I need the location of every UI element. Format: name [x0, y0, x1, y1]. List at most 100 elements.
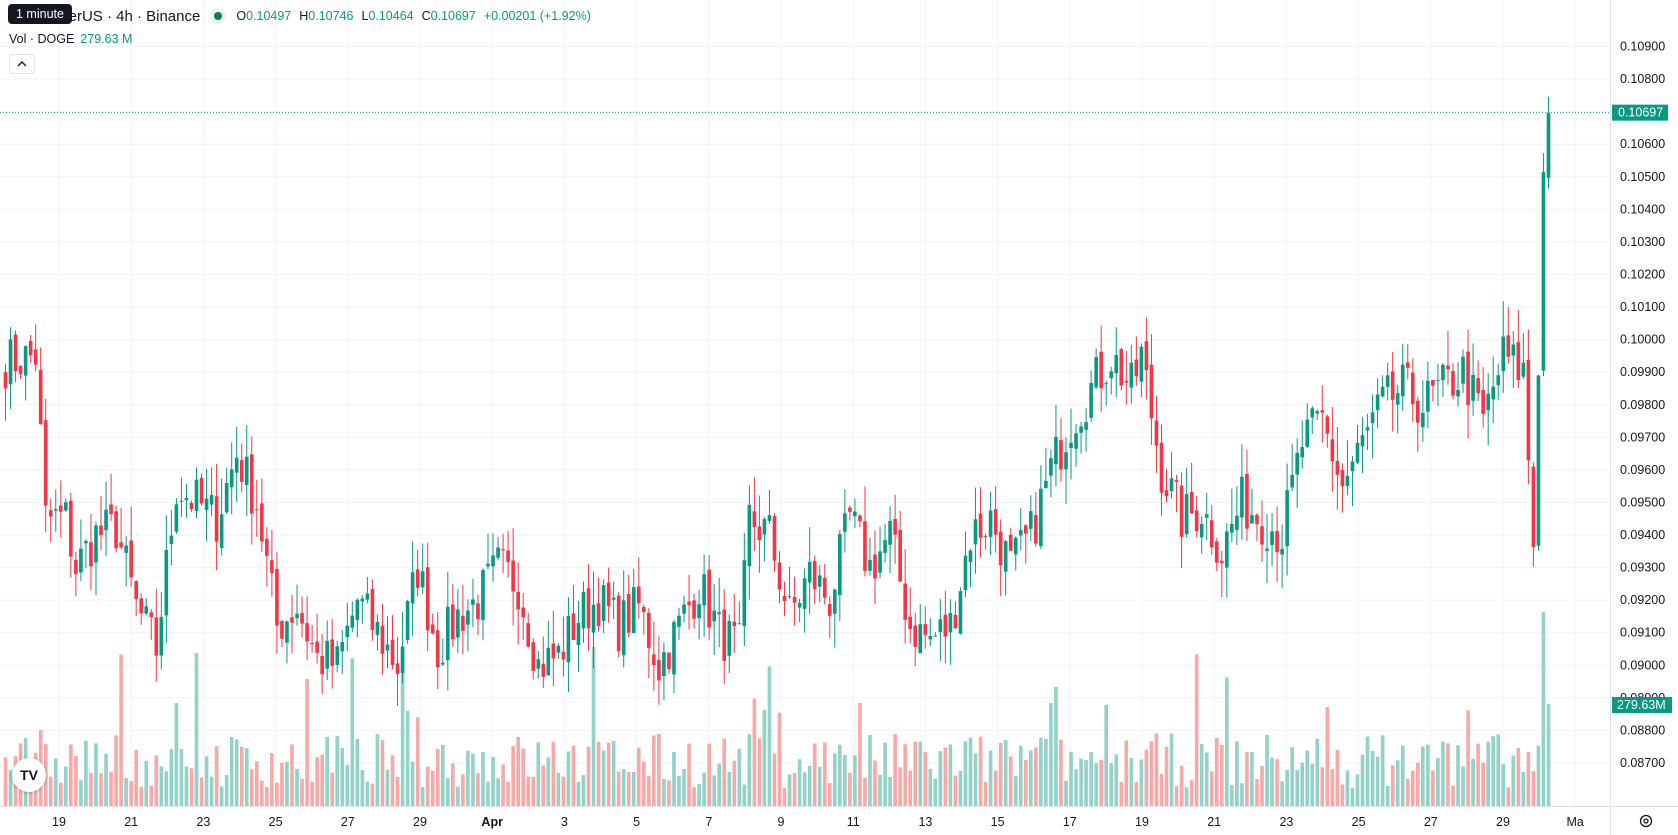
volume-bar: [672, 751, 676, 806]
volume-bar: [179, 749, 184, 806]
candle-body: [1270, 531, 1274, 545]
time-tick-label: 29: [413, 815, 427, 829]
candle-body: [18, 365, 23, 375]
candle-body: [526, 623, 531, 647]
candle-body: [1305, 419, 1310, 447]
candle-body: [405, 601, 410, 641]
volume-bar: [707, 743, 711, 806]
candle-body: [496, 547, 500, 558]
volume-badge-label: 279.63M: [1617, 698, 1666, 712]
candle-body: [119, 542, 123, 548]
price-tick-label: 0.10100: [1620, 300, 1665, 314]
candle-body: [802, 578, 807, 609]
volume-bar: [1325, 707, 1330, 806]
collapse-legend-button[interactable]: [9, 54, 35, 74]
candle-body: [84, 540, 88, 544]
candle-body: [1456, 389, 1460, 397]
volume-bar: [596, 741, 601, 806]
price-tick-label: 0.08700: [1620, 756, 1665, 770]
candle-body: [692, 600, 696, 619]
candle-body: [531, 642, 536, 671]
candle-body: [1360, 435, 1365, 447]
candle-body: [682, 604, 686, 614]
candle-body: [647, 612, 651, 649]
volume-bar: [1049, 703, 1053, 806]
candle-body: [606, 582, 611, 607]
candle-body: [1219, 560, 1224, 564]
volume-bar: [546, 757, 551, 806]
price-tick-label: 0.09700: [1620, 430, 1665, 444]
volume-bar: [1169, 733, 1174, 806]
volume-bar: [1290, 747, 1294, 806]
volume-bar: [1245, 752, 1249, 806]
volume-bar: [606, 742, 611, 806]
volume-bar: [722, 738, 727, 806]
candle-body: [1079, 426, 1083, 433]
candle-body: [516, 591, 520, 610]
candle-body: [968, 550, 973, 563]
volume-bar: [345, 764, 350, 806]
candle-body: [194, 479, 199, 511]
volume-bar: [727, 771, 732, 806]
candle-body: [1340, 470, 1345, 487]
settings-gear-icon[interactable]: [1637, 812, 1655, 830]
volume-bar: [320, 754, 324, 806]
candle-body: [717, 612, 722, 615]
candle-body: [330, 639, 335, 666]
candle-body: [1320, 410, 1325, 413]
volume-bar: [1295, 769, 1299, 806]
volume-bar: [903, 744, 907, 806]
market-status-icon[interactable]: [210, 8, 227, 24]
tradingview-logo-icon[interactable]: TV: [12, 758, 46, 792]
candle-body: [858, 515, 862, 522]
volume-bar: [541, 765, 546, 806]
candle-body: [1380, 386, 1385, 397]
volume-bar: [1149, 741, 1154, 806]
candle-body: [908, 616, 912, 629]
volume-bar: [64, 766, 68, 806]
candle-body: [566, 616, 571, 663]
volume-bar: [792, 772, 797, 806]
candle-body: [1501, 336, 1506, 372]
candle-body: [1209, 520, 1214, 548]
candle-body: [888, 520, 892, 545]
volume-bar: [1476, 743, 1480, 806]
volume-bar: [1405, 778, 1410, 806]
candle-body: [561, 651, 566, 660]
candle-body: [1355, 442, 1360, 463]
volume-bar: [838, 744, 842, 806]
candle-body: [591, 604, 596, 633]
volume-bar: [812, 743, 817, 806]
volume-bar: [370, 783, 375, 806]
volume-bar: [948, 744, 953, 806]
volume-bar: [1265, 734, 1269, 806]
candle-body: [1184, 494, 1189, 535]
volume-bar: [1104, 704, 1109, 806]
candle-body: [1194, 510, 1199, 532]
volume-bar: [988, 750, 993, 806]
volume-bar: [737, 748, 742, 806]
price-tick-label: 0.09800: [1620, 398, 1665, 412]
volume-bar: [898, 767, 902, 806]
last-price-label: 0.10697: [1618, 106, 1663, 120]
volume-bar: [1330, 769, 1335, 806]
volume-bar: [511, 746, 515, 806]
price-tick-label: 0.09600: [1620, 463, 1665, 477]
candle-body: [1114, 354, 1119, 374]
volume-bar: [1069, 751, 1073, 806]
volume-bar: [1471, 758, 1475, 806]
candle-body: [953, 614, 958, 629]
volume-bar: [1345, 770, 1350, 806]
volume-bar: [1390, 765, 1395, 806]
volume-bar: [1360, 754, 1365, 806]
volume-bar: [576, 781, 581, 806]
volume-bar: [616, 771, 621, 806]
candle-body: [868, 560, 872, 571]
candle-body: [1410, 372, 1415, 405]
candle-body: [752, 511, 757, 527]
time-tick-label: 13: [918, 815, 932, 829]
volume-bar: [1426, 744, 1430, 806]
candle-body: [1124, 380, 1129, 383]
volume-bar: [1109, 763, 1114, 806]
